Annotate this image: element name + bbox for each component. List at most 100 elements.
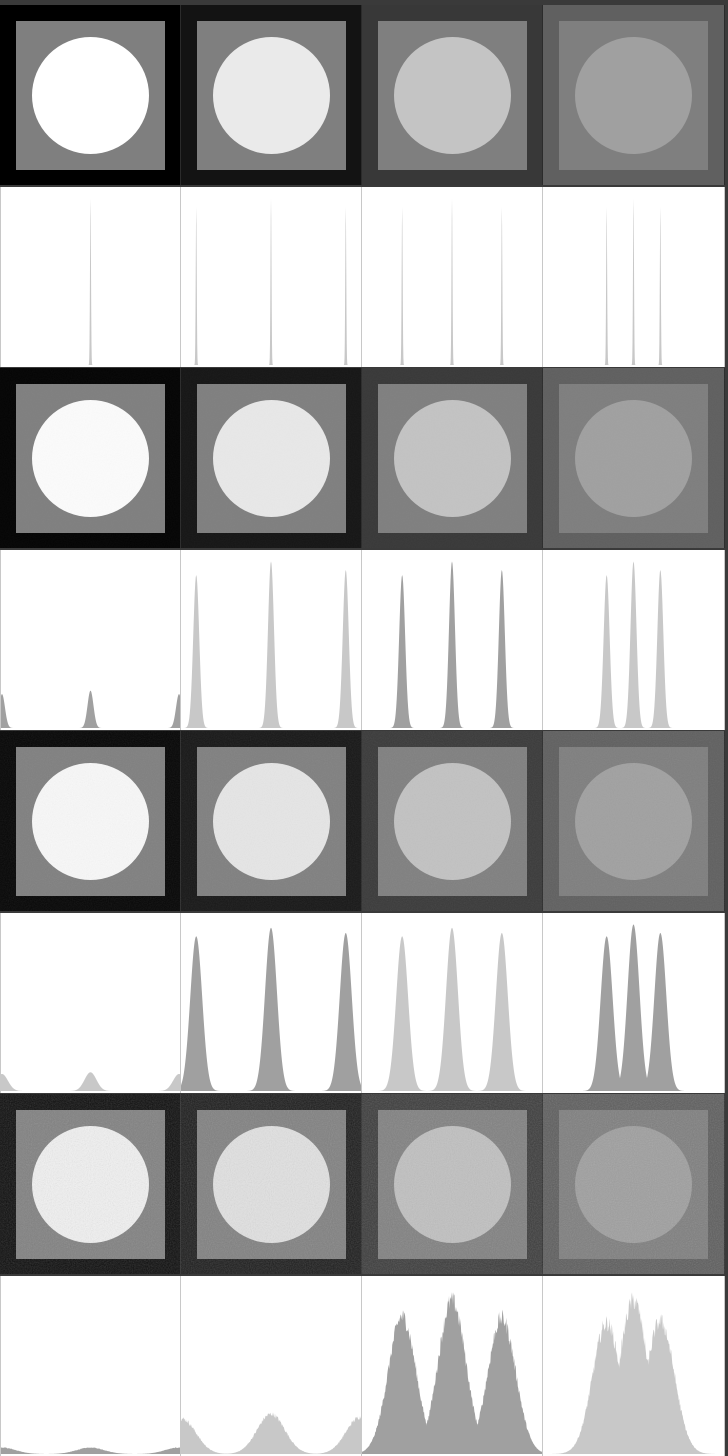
tile-disc <box>575 1126 692 1243</box>
tile-disc <box>213 400 330 517</box>
tile <box>0 1094 181 1274</box>
histogram-panel <box>362 550 543 730</box>
histogram-row <box>0 187 725 367</box>
histogram-panel <box>543 550 725 730</box>
tile-disc <box>575 763 692 880</box>
tile <box>362 368 543 548</box>
histogram-peak <box>181 936 221 1091</box>
tile-plate <box>378 21 527 170</box>
tile-row <box>0 1094 725 1274</box>
tile-disc <box>32 1126 149 1243</box>
tile-disc <box>394 400 511 517</box>
histogram-peak <box>440 561 464 728</box>
tile-disc <box>32 763 149 880</box>
histogram-peak <box>155 1074 180 1091</box>
histogram-panel <box>181 913 362 1093</box>
histogram-row <box>0 550 725 730</box>
tile <box>362 5 543 185</box>
histogram-peak <box>181 1417 238 1454</box>
tile <box>543 1094 725 1274</box>
histogram-peak <box>609 924 658 1091</box>
tile-disc <box>394 37 511 154</box>
histogram-panel <box>181 1276 362 1456</box>
tile-plate <box>197 21 346 170</box>
tile-plate <box>559 384 708 533</box>
histogram-plot <box>181 1412 361 1454</box>
histogram-peak <box>582 936 631 1091</box>
histogram-panel <box>362 187 543 367</box>
histogram-peak <box>268 198 274 365</box>
histogram-peak <box>621 561 646 728</box>
tile <box>181 1094 362 1274</box>
histogram-peak <box>446 1309 542 1454</box>
tile <box>362 731 543 911</box>
histogram-peak <box>1 1447 58 1454</box>
histogram-panel <box>543 187 725 367</box>
histogram-peak <box>636 932 685 1091</box>
histogram-peak <box>66 1072 115 1091</box>
tile-plate <box>378 747 527 896</box>
histogram-peak <box>362 1310 458 1454</box>
histogram-plot <box>1 1072 180 1091</box>
tile <box>0 731 181 911</box>
tile <box>181 368 362 548</box>
tile-disc <box>575 37 692 154</box>
histogram-plot <box>87 198 94 365</box>
histogram-peak <box>321 932 361 1091</box>
tile <box>543 731 725 911</box>
histogram-peak <box>259 561 283 728</box>
histogram-peak <box>1 1074 26 1091</box>
histogram-plot <box>181 927 361 1091</box>
tile-plate <box>559 21 708 170</box>
histogram-peak <box>378 936 427 1091</box>
tile-plate <box>197 384 346 533</box>
tile <box>543 368 725 548</box>
histogram-plot <box>1 1447 180 1454</box>
histogram-panel <box>0 1276 181 1456</box>
histogram-peak <box>604 1314 717 1454</box>
histogram-peak <box>630 198 637 365</box>
tile-plate <box>559 1110 708 1259</box>
histogram-plot <box>603 198 664 365</box>
tile-disc <box>32 400 149 517</box>
histogram-panel <box>0 913 181 1093</box>
histogram-peak <box>87 198 94 365</box>
histogram-peak <box>648 569 673 728</box>
histogram-peak <box>603 206 610 365</box>
tile-plate <box>378 384 527 533</box>
tile-disc <box>213 1126 330 1243</box>
tile-plate <box>16 1110 165 1259</box>
histogram-panel <box>543 913 725 1093</box>
histogram-plot <box>193 198 349 365</box>
histogram-peak <box>123 1447 180 1454</box>
tile-plate <box>197 747 346 896</box>
histogram-plot <box>399 198 505 365</box>
tile-disc <box>575 400 692 517</box>
histogram-peak <box>167 694 180 728</box>
histogram-peak <box>396 1292 508 1454</box>
histogram-peak <box>35 1447 146 1454</box>
histogram-panel <box>362 1276 543 1456</box>
histogram-plot <box>550 1292 717 1454</box>
histogram-peak <box>1 694 14 728</box>
histogram-plot <box>362 1292 542 1454</box>
tile <box>0 5 181 185</box>
histogram-plot <box>390 561 514 728</box>
histogram-plot <box>582 924 685 1091</box>
histogram-peak <box>78 690 103 728</box>
histogram-peak <box>215 1412 327 1454</box>
histogram-panel <box>0 187 181 367</box>
tile-disc <box>394 1126 511 1243</box>
tile <box>543 5 725 185</box>
histogram-row <box>0 1276 725 1456</box>
histogram-panel <box>0 550 181 730</box>
histogram-panel <box>543 1276 725 1456</box>
histogram-peak <box>489 569 514 728</box>
histogram-plot <box>1 690 180 728</box>
tile-plate <box>16 384 165 533</box>
histogram-peak <box>594 575 619 728</box>
histogram-peak <box>342 206 349 365</box>
histogram-peak <box>193 206 200 365</box>
tile-disc <box>394 763 511 880</box>
